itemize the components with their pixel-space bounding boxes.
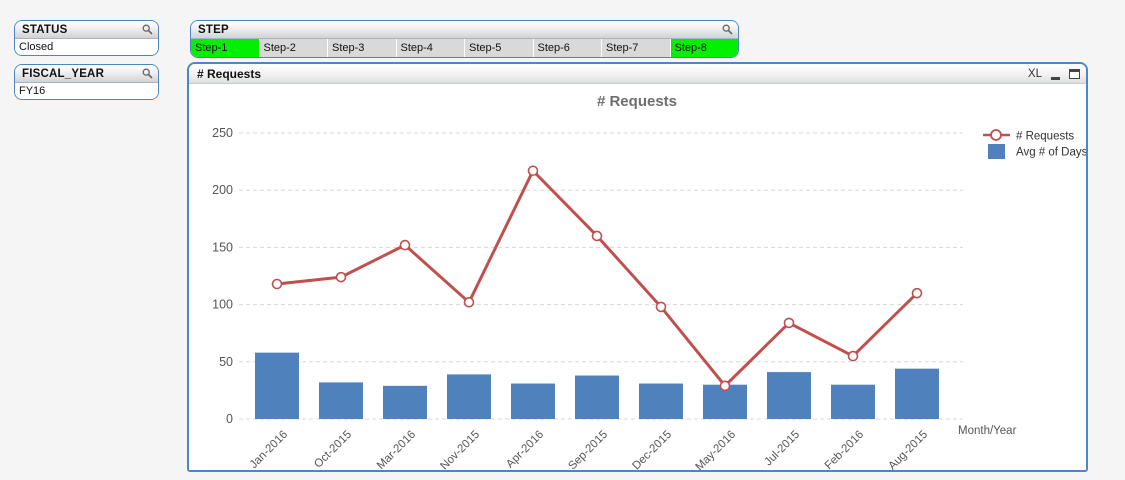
legend-label: Avg # of Days <box>1016 147 1086 159</box>
chart-title: # Requests <box>597 93 677 110</box>
marker-Dec-2015[interactable] <box>655 301 667 313</box>
x-tick-label: Dec-2015 <box>630 429 674 470</box>
bar-series[interactable] <box>255 352 939 419</box>
chart-window: # Requests XL # Requests 0 50 100 150 200 250 J… <box>187 62 1088 472</box>
y-tick-label: 100 <box>212 298 233 312</box>
y-tick-label: 200 <box>212 183 233 197</box>
marker-Oct-2015[interactable] <box>335 271 347 283</box>
step-item-step-1[interactable]: Step-1 <box>191 39 259 57</box>
marker-Aug-2015[interactable] <box>911 287 923 299</box>
bar-Dec-2015[interactable] <box>639 383 683 419</box>
marker-Apr-2016[interactable] <box>527 165 539 177</box>
step-listbox-title: STEP <box>198 23 229 36</box>
y-tick-label: 150 <box>212 240 233 254</box>
marker-Nov-2015[interactable] <box>463 297 475 308</box>
step-item-step-7[interactable]: Step-7 <box>602 39 670 57</box>
bar-Jul-2015[interactable] <box>767 372 811 419</box>
step-listbox-row: Step-1 Step-2 Step-3 Step-4 Step-5 Step-6 Step… <box>191 39 738 57</box>
legend: # Requests Avg # of Days <box>983 129 1086 159</box>
legend-label: # Requests <box>1016 131 1074 143</box>
search-icon[interactable] <box>142 24 153 35</box>
marker-Sep-2015[interactable] <box>591 230 603 242</box>
fiscal-year-listbox: FISCAL_YEAR FY16 <box>14 64 159 100</box>
x-axis-ticks: Jan-2016 Oct-2015 Mar-2016 Nov-2015 Apr-2016… <box>248 429 930 470</box>
step-item-step-6[interactable]: Step-6 <box>533 39 601 57</box>
x-axis-title: Month/Year <box>958 425 1017 437</box>
bar-Feb-2016[interactable] <box>831 384 875 419</box>
bar-Nov-2015[interactable] <box>447 374 491 419</box>
search-icon[interactable] <box>722 24 733 35</box>
y-tick-label: 0 <box>226 412 233 426</box>
marker-Jan-2016[interactable] <box>271 278 283 290</box>
legend-bar-symbol <box>988 144 1005 159</box>
marker-Jul-2015[interactable] <box>783 317 795 329</box>
chart-window-title: # Requests <box>197 66 262 81</box>
x-tick-label: May-2016 <box>693 429 738 470</box>
search-icon[interactable] <box>142 68 153 79</box>
line-series[interactable] <box>271 165 923 392</box>
bar-Jan-2016[interactable] <box>255 352 299 419</box>
y-axis-ticks: 0 50 100 150 200 250 <box>212 126 233 426</box>
step-listbox: STEP Step-1 Step-2 Step-3 Step-4 Step-5 Step-… <box>190 20 739 58</box>
x-tick-label: Mar-2016 <box>375 429 418 470</box>
fiscal-year-listbox-caption[interactable]: FISCAL_YEAR <box>15 65 158 83</box>
xl-button[interactable]: XL <box>1027 67 1042 80</box>
y-tick-label: 50 <box>219 355 233 369</box>
status-listbox-title: STATUS <box>22 23 68 36</box>
chart-window-caption[interactable]: # Requests XL <box>189 64 1086 84</box>
bar-Apr-2016[interactable] <box>511 383 555 419</box>
minimize-icon[interactable] <box>1051 76 1060 80</box>
bar-Mar-2016[interactable] <box>383 385 427 419</box>
step-item-step-4[interactable]: Step-4 <box>396 39 464 57</box>
status-selected-value[interactable]: Closed <box>15 39 158 55</box>
step-listbox-caption[interactable]: STEP <box>191 21 738 39</box>
bar-Sep-2015[interactable] <box>575 375 619 419</box>
status-listbox-caption[interactable]: STATUS <box>15 21 158 39</box>
x-tick-label: Sep-2015 <box>566 429 610 470</box>
fiscal-year-listbox-title: FISCAL_YEAR <box>22 67 105 80</box>
y-tick-label: 250 <box>212 126 233 140</box>
legend-line-marker <box>990 129 1002 141</box>
step-item-step-5[interactable]: Step-5 <box>465 39 533 57</box>
bar-Aug-2015[interactable] <box>895 368 939 419</box>
step-item-step-2[interactable]: Step-2 <box>259 39 327 57</box>
x-tick-label: Jan-2016 <box>248 429 290 470</box>
x-tick-label: Oct-2015 <box>312 429 354 470</box>
status-listbox: STATUS Closed <box>14 20 159 56</box>
x-tick-label: Aug-2015 <box>886 429 930 470</box>
marker-Mar-2016[interactable] <box>399 239 411 251</box>
x-tick-label: Feb-2016 <box>823 429 866 470</box>
x-tick-label: Jul-2015 <box>762 429 802 469</box>
bar-Oct-2015[interactable] <box>319 382 363 419</box>
x-tick-label: Apr-2016 <box>504 429 546 470</box>
marker-Feb-2016[interactable] <box>847 350 859 362</box>
maximize-icon[interactable] <box>1069 68 1080 79</box>
step-item-step-3[interactable]: Step-3 <box>328 39 396 57</box>
marker-May-2016[interactable] <box>719 380 731 392</box>
chart-body: # Requests 0 50 100 150 200 250 Jan-2016 Oct-201… <box>189 84 1086 470</box>
line-path[interactable] <box>276 169 919 388</box>
x-tick-label: Nov-2015 <box>438 429 482 470</box>
combo-chart[interactable]: # Requests 0 50 100 150 200 250 Jan-2016 Oct-201… <box>189 84 1086 470</box>
fiscal-year-selected-value[interactable]: FY16 <box>15 83 158 99</box>
step-item-step-8[interactable]: Step-8 <box>670 39 738 57</box>
